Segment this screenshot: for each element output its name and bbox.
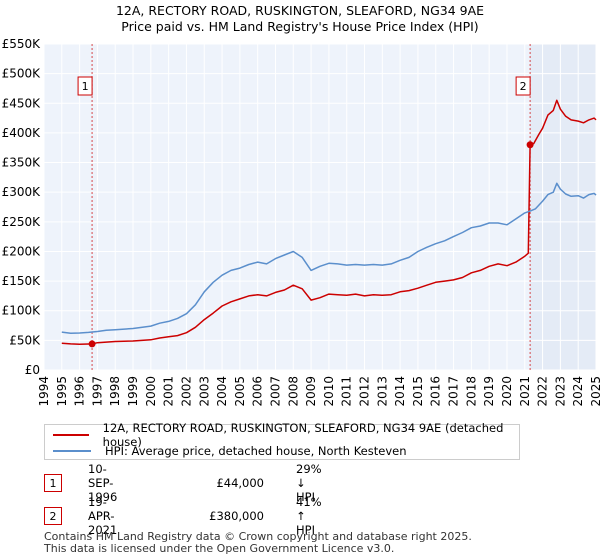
sale-row: 1 10-SEP-1996 £44,000 29% ↓ HPI xyxy=(44,462,322,504)
post-sale-shade xyxy=(530,44,596,370)
x-tick-label: 2003 xyxy=(197,376,211,407)
legend: 12A, RECTORY ROAD, RUSKINGTON, SLEAFORD,… xyxy=(44,421,520,460)
sale-label-box xyxy=(515,76,531,96)
y-tick-label: £200K xyxy=(2,244,42,258)
x-tick-label: 2024 xyxy=(571,376,585,407)
price-chart: 1 2 £0 £50K £100K £150K £200K £250K £300K £350K £4… xyxy=(2,37,600,407)
x-tick-label: 1994 xyxy=(37,376,51,407)
y-tick-label: £350K xyxy=(2,156,42,170)
y-tick-label: £150K xyxy=(2,274,42,288)
sale-label-text: 1 xyxy=(82,80,89,93)
sale-point xyxy=(526,141,534,149)
sale-marker-badge: 2 xyxy=(44,507,62,525)
y-tick-label: £50K xyxy=(9,333,41,347)
legend-item-hpi: HPI: Average price, detached house, Nort… xyxy=(53,443,407,459)
x-tick-label: 2011 xyxy=(340,376,354,407)
x-tick-label: 1997 xyxy=(90,376,104,407)
legend-item-property: 12A, RECTORY ROAD, RUSKINGTON, SLEAFORD,… xyxy=(53,421,519,449)
x-tick-label: 1995 xyxy=(55,376,69,407)
x-tick-label: 2010 xyxy=(322,376,336,407)
sale-price: £44,000 xyxy=(216,476,264,490)
x-tick-label: 2008 xyxy=(286,376,300,407)
legend-hpi-label: HPI: Average price, detached house, Nort… xyxy=(105,444,407,458)
x-tick-label: 2014 xyxy=(393,376,407,407)
y-tick-label: £400K xyxy=(2,126,42,140)
y-tick-label: £300K xyxy=(2,185,42,199)
sale-date: 10-SEP-1996 xyxy=(88,462,118,504)
plot-area xyxy=(44,44,596,370)
x-tick-label: 2019 xyxy=(482,376,496,407)
chart-title: 12A, RECTORY ROAD, RUSKINGTON, SLEAFORD,… xyxy=(115,3,485,18)
x-tick-label: 2005 xyxy=(233,376,247,407)
sale-hpi-diff: 29% ↓ HPI xyxy=(296,462,322,504)
y-tick-label: £250K xyxy=(2,215,42,229)
footer-licence: This data is licensed under the Open Gov… xyxy=(44,542,395,555)
x-tick-label: 2022 xyxy=(536,376,550,407)
y-tick-label: £450K xyxy=(2,96,42,110)
hpi-line xyxy=(61,182,597,335)
y-tick-label: £0 xyxy=(25,363,40,377)
y-tick-label: £550K xyxy=(2,37,42,51)
x-tick-label: 2001 xyxy=(162,376,176,407)
x-tick-label: 1999 xyxy=(126,376,140,407)
x-tick-label: 2021 xyxy=(518,376,532,407)
sale-row: 2 19-APR-2021 £380,000 41% ↑ HPI xyxy=(44,495,322,537)
sale-marker-badge: 1 xyxy=(44,474,62,492)
x-tick-label: 2025 xyxy=(589,376,600,407)
x-tick-label: 2007 xyxy=(268,376,282,407)
sale-label-text: 2 xyxy=(520,80,527,93)
x-tick-label: 2013 xyxy=(375,376,389,407)
x-tick-label: 2004 xyxy=(215,376,229,407)
sale-date: 19-APR-2021 xyxy=(88,495,118,537)
y-tick-label: £100K xyxy=(2,304,42,318)
x-tick-label: 2012 xyxy=(358,376,372,407)
x-tick-label: 2002 xyxy=(179,376,193,407)
x-tick-label: 2020 xyxy=(500,376,514,407)
chart-subtitle: Price paid vs. HM Land Registry's House … xyxy=(121,19,479,34)
footer-copyright: Contains HM Land Registry data © Crown c… xyxy=(44,530,472,543)
x-tick-label: 2000 xyxy=(144,376,158,407)
x-tick-label: 2023 xyxy=(553,376,567,407)
sale-point xyxy=(88,340,96,348)
hpi-line-swatch xyxy=(53,450,91,452)
x-tick-label: 1996 xyxy=(73,376,87,407)
sale-hpi-diff: 41% ↑ HPI xyxy=(296,495,322,537)
property-line-swatch xyxy=(53,434,89,436)
y-tick-label: £500K xyxy=(2,67,42,81)
sale-price: £380,000 xyxy=(209,509,264,523)
x-tick-label: 2016 xyxy=(429,376,443,407)
legend-property-label: 12A, RECTORY ROAD, RUSKINGTON, SLEAFORD,… xyxy=(102,421,504,449)
x-tick-label: 2018 xyxy=(464,376,478,407)
x-tick-label: 2015 xyxy=(411,376,425,407)
x-tick-label: 2009 xyxy=(304,376,318,407)
x-tick-label: 1998 xyxy=(108,376,122,407)
x-tick-label: 2017 xyxy=(447,376,461,407)
property-price-line xyxy=(61,99,597,345)
x-tick-label: 2006 xyxy=(251,376,265,407)
sale-label-box xyxy=(77,76,93,96)
